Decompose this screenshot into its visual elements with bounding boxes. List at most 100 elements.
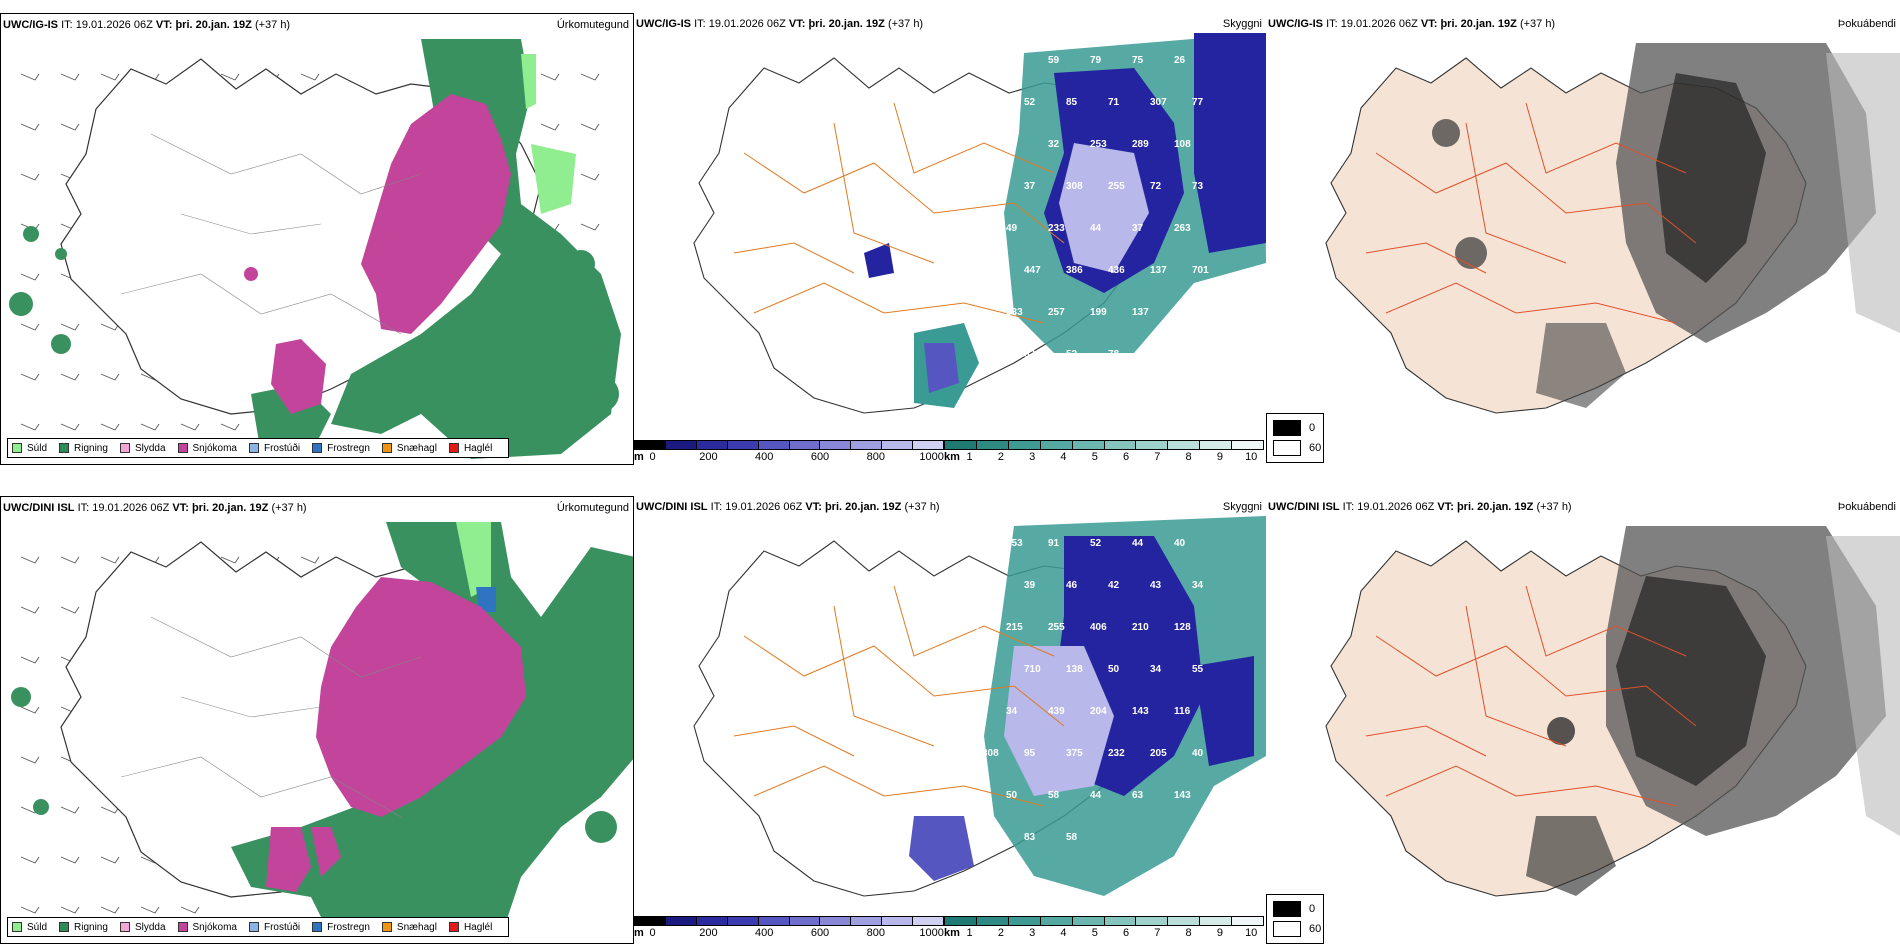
colorbar-tick: 2 [997, 927, 1004, 939]
fog-map [1325, 526, 1900, 897]
colorbar-bin [976, 441, 1009, 449]
visibility-label: 79 [1090, 55, 1102, 66]
fog-legend-swatch [1273, 440, 1301, 456]
visibility-label: 587 [982, 265, 999, 276]
legend-label: Frostúði [263, 442, 301, 454]
colorbar-bin [851, 441, 883, 449]
visibility-label: 76 [982, 664, 994, 675]
model-name: UWC/IG-IS [3, 19, 58, 31]
visibility-label: 137 [1150, 265, 1167, 276]
panel-header: UWC/IG-IS IT: 19.01.2026 06Z VT: þri. 20… [1266, 13, 1900, 35]
legend-swatch [12, 922, 22, 932]
colorbar-tick: 800 [866, 451, 885, 463]
visibility-label: 55 [1192, 664, 1204, 675]
visibility-label: 227 [964, 55, 981, 66]
colorbar-bin [820, 917, 852, 925]
visibility-label: 116 [1174, 706, 1191, 717]
fog-legend-item: 60 [1273, 921, 1321, 937]
colorbar-bin [1168, 917, 1201, 925]
legend-swatch [59, 443, 70, 453]
cloudbase-map: 227 215 59 79 75 26 305 52 85 71 307 77 31 68 32 253 289… [693, 33, 1266, 414]
legend-label: Rigning [74, 921, 108, 933]
visibility-label: 138 [1066, 664, 1083, 675]
visibility-label: 44 [1090, 790, 1102, 801]
legend-label: Snæhagl [396, 921, 437, 933]
legend-swatch [381, 922, 392, 932]
legend-label: Rigning [74, 442, 108, 454]
legend-swatch [312, 443, 323, 453]
panel-header: UWC/IG-IS IT: 19.01.2026 06Z VT: þri. 20… [1, 14, 633, 36]
legend-swatch [248, 443, 259, 453]
colorbar-bin [1232, 441, 1264, 449]
legend-item: Slydda [119, 921, 166, 933]
colorbar-bin [1008, 441, 1041, 449]
visibility-label: 34 [1192, 580, 1204, 591]
legend-item: Rigning [59, 443, 108, 454]
visibility-label: 204 [1090, 706, 1107, 717]
visibility-label: 199 [1090, 307, 1107, 318]
fog-legend-label: 0 [1309, 903, 1316, 915]
colorbar-tick: 10 [1245, 927, 1258, 939]
visibility-label: 210 [1132, 622, 1149, 633]
visibility-label: 43 [1150, 580, 1162, 591]
visibility-label: 263 [1174, 223, 1191, 234]
visibility-label: 255 [1048, 622, 1065, 633]
visibility-label: 143 [1132, 706, 1149, 717]
colorbar-bin [665, 441, 697, 449]
colorbar-tick: 8 [1185, 451, 1192, 463]
colorbar-tick: 5 [1091, 927, 1098, 939]
legend-label: Frostregn [327, 921, 370, 933]
visibility-label: 110 [982, 349, 999, 360]
precip-map [11, 522, 633, 937]
colorbar-bin [1104, 917, 1137, 925]
colorbar-tick: 3 [1029, 451, 1036, 463]
legend-label: Haglél [463, 442, 493, 454]
legend-item: Haglél [448, 442, 493, 454]
visibility-label: 439 [1048, 706, 1065, 717]
legend-swatch [59, 922, 70, 932]
panel-title: Skyggni [1222, 501, 1262, 513]
visibility-label: 46 [1066, 580, 1078, 591]
colorbar-tick: 6 [1122, 927, 1130, 939]
colorbar-bin [851, 917, 883, 925]
legend-label: Súld [27, 921, 48, 933]
legend-item: Snjókoma [177, 443, 237, 454]
colorbar-bin [820, 441, 852, 449]
fog-legend-item: 0 [1273, 901, 1315, 917]
fog-map [1325, 43, 1900, 414]
visibility-label: 308 [1066, 181, 1083, 192]
legend-label: Slydda [134, 442, 166, 454]
colorbar-bin [882, 441, 914, 449]
colorbar-bin [1200, 917, 1233, 925]
visibility-label: 68 [1006, 139, 1018, 150]
visibility-label: 59 [1048, 55, 1060, 66]
panel-title: Þokuábendi [1837, 18, 1896, 30]
legend-item: Súld [12, 922, 47, 933]
visibility-label: 78 [1108, 349, 1120, 360]
colorbar-tick: 9 [1216, 451, 1223, 463]
panel-header: UWC/DINI ISL IT: 19.01.2026 06Z VT: þri.… [634, 496, 1266, 518]
colorbar-tick: 1000 [919, 451, 944, 463]
visibility-label: 50 [1108, 664, 1120, 675]
legend-label: Slydda [134, 921, 166, 933]
visibility-label: 91 [1048, 538, 1060, 549]
colorbar-bin [1232, 917, 1264, 925]
fog-legend-row2: 0 60 [1266, 894, 1324, 944]
visibility-label: 42 [964, 307, 976, 318]
panel-header: UWC/DINI ISL IT: 19.01.2026 06Z VT: þri.… [1, 497, 633, 519]
colorbar-unit: m [634, 927, 644, 939]
colorbar-bin [1136, 441, 1169, 449]
colorbar-bin [758, 917, 790, 925]
visibility-label: 52 [1090, 538, 1102, 549]
visibility-label: 633 [1006, 307, 1023, 318]
visibility-label: 37 [1024, 181, 1036, 192]
colorbar-tick: 600 [810, 927, 830, 939]
colorbar-bin [913, 441, 944, 449]
colorbar-unit: km [944, 927, 960, 939]
visibility-label: 255 [1108, 181, 1125, 192]
visibility-label: 49 [1006, 223, 1018, 234]
colorbar-tick: 1 [966, 451, 973, 463]
colorbar-tick: 1 [966, 927, 973, 939]
colorbar-bin [727, 917, 759, 925]
visibility-label: 215 [1006, 55, 1023, 66]
